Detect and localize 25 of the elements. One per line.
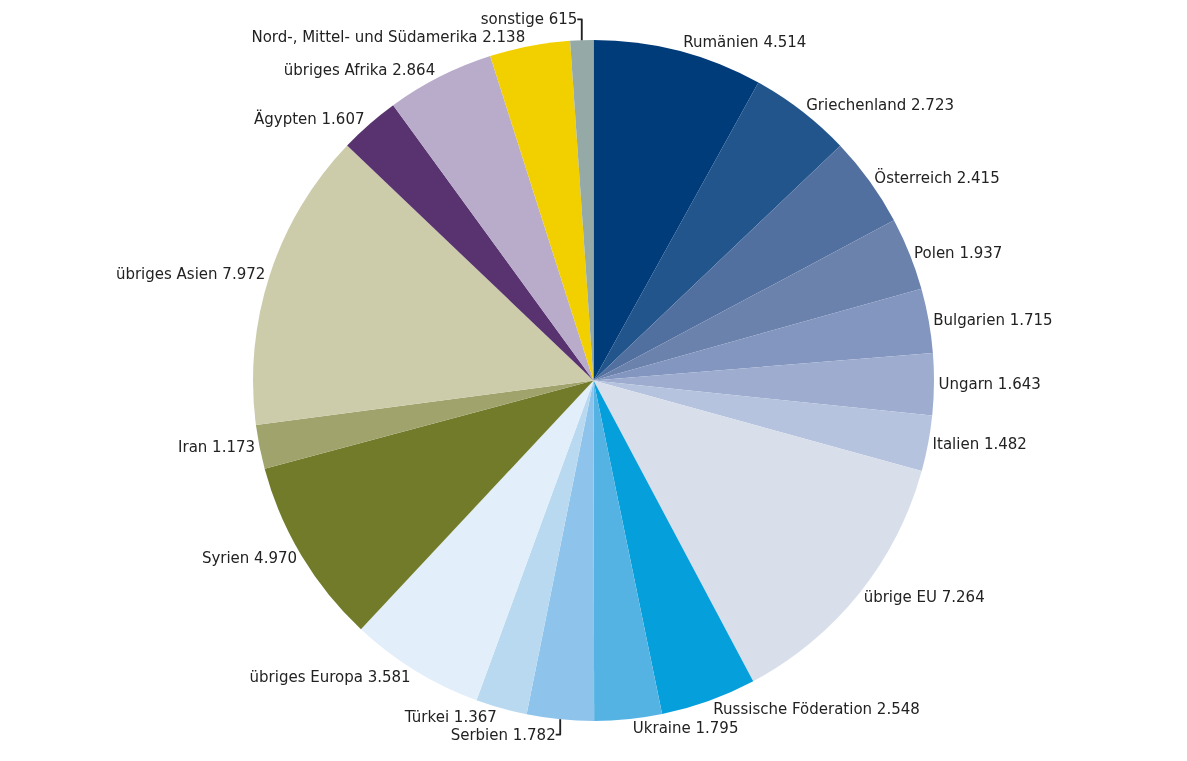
slice-label: Österreich 2.415 — [874, 168, 1000, 188]
pie-slice — [570, 40, 594, 381]
pie-slice — [526, 380, 595, 721]
slice-label: Ägypten 1.607 — [253, 109, 365, 129]
slice-label: Iran 1.173 — [178, 438, 256, 457]
slice-label: Bulgarien 1.715 — [933, 311, 1053, 330]
slice-label: Nord-, Mittel- und Südamerika 2.138 — [251, 28, 526, 47]
slice-label: Rumänien 4.514 — [683, 33, 807, 52]
pie-slice — [593, 352, 934, 416]
slice-label: Griechenland 2.723 — [806, 96, 955, 115]
slice-label: übriges Afrika 2.864 — [283, 60, 436, 79]
slice-label: Ukraine 1.795 — [632, 719, 739, 738]
slice-label: Ungarn 1.643 — [938, 375, 1041, 394]
slice-label: Polen 1.937 — [914, 243, 1003, 262]
slice-label: übriges Asien 7.972 — [115, 265, 266, 284]
slice-label: Syrien 4.970 — [201, 549, 298, 568]
slice-label: übrige EU 7.264 — [863, 588, 985, 607]
slice-label: Italien 1.482 — [932, 434, 1027, 453]
pie-slice — [393, 56, 594, 381]
slice-label: übriges Europa 3.581 — [249, 668, 411, 687]
pie-slice — [360, 380, 594, 701]
slice-label: Russische Föderation 2.548 — [713, 699, 920, 718]
slice-label: Türkei 1.367 — [403, 707, 497, 726]
slice-label: sonstige 615 — [480, 10, 578, 29]
slice-label: Serbien 1.782 — [450, 725, 556, 744]
